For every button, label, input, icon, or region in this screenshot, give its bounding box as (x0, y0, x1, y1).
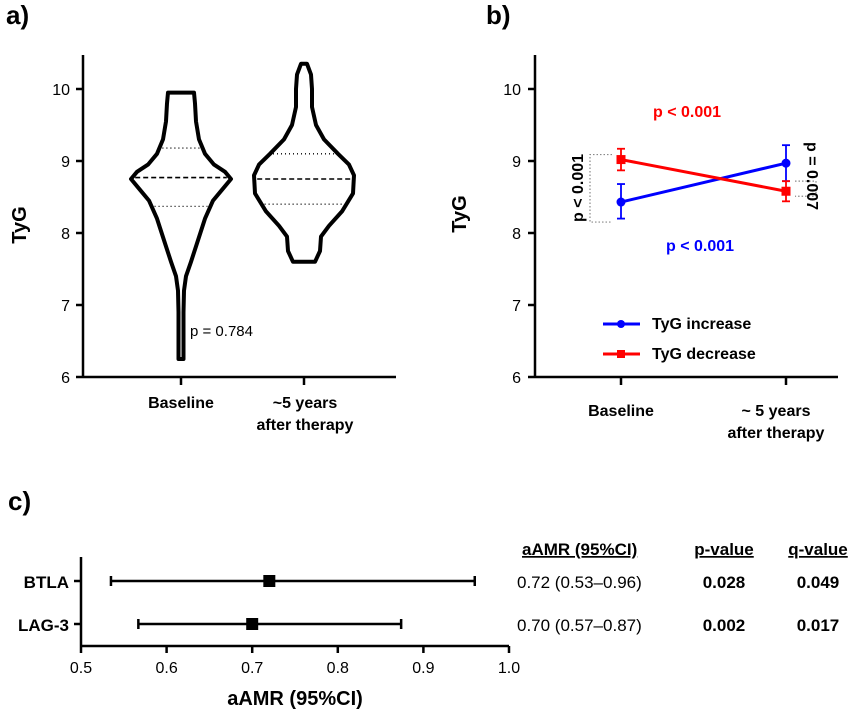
panel-c-row-label: LAG-3 (18, 616, 69, 635)
panel-a-x-tick-label: after therapy (257, 417, 354, 434)
panel-c-x-tick-label: 0.6 (155, 660, 177, 677)
panel-a-y-tick-label: 7 (61, 298, 70, 315)
panel-a-y-tick-label: 10 (52, 82, 70, 99)
panel-b-point (616, 155, 626, 165)
panel-b-x-tick-label: after therapy (728, 425, 825, 442)
panel-b-legend-marker (617, 320, 625, 328)
panel-b-legend-label: TyG decrease (652, 346, 756, 363)
panel-b-point (781, 158, 791, 168)
panel-a: a) TyG 6 7 8 9 10 Baseline ~5 years after ther… (6, 0, 396, 434)
panel-b-p-top: p < 0.001 (653, 104, 721, 121)
panel-b-p-left: p < 0.001 (570, 154, 587, 222)
panel-c-ci-text: 0.70 (0.57–0.87) (517, 616, 642, 635)
panel-b-legend-marker (617, 350, 625, 358)
panel-b-p-right: p = 0.007 (803, 142, 820, 210)
panel-b-legend-label: TyG increase (652, 316, 751, 333)
panel-a-y-tick-label: 8 (61, 226, 70, 243)
panel-b-y-tick-label: 8 (512, 226, 521, 243)
panel-c-ci-text: 0.72 (0.53–0.96) (517, 573, 642, 592)
panel-a-x-tick-label: Baseline (148, 395, 214, 412)
panel-c-row-label: BTLA (24, 573, 69, 592)
panel-a-y-axis-title: TyG (9, 206, 31, 243)
panel-c-table-header: aAMR (95%CI) (522, 540, 637, 559)
panel-b-label: b) (486, 0, 511, 30)
panel-a-x-tick-label: ~5 years (273, 395, 338, 412)
panel-b-series-line-2 (620, 158, 787, 193)
panel-b-point (616, 197, 626, 207)
panel-c-p-value: 0.002 (703, 616, 746, 635)
panel-c-table-header: p-value (694, 540, 754, 559)
panel-b: b) TyG 6 7 8 9 10 Baseline ~ 5 years after the… (449, 0, 838, 442)
panel-c-label: c) (8, 486, 31, 516)
panel-c-table-header: q-value (788, 540, 848, 559)
panel-b-series-line-1 (620, 161, 787, 204)
panel-b-left-bracket (589, 153, 612, 223)
panel-c-q-value: 0.049 (797, 573, 840, 592)
panel-a-violin-1 (129, 90, 233, 361)
panel-c: c) 0.5 0.6 0.7 0.8 0.9 1.0 BTLA LAG-3 aAMR (95… (8, 486, 848, 710)
panel-c-q-value: 0.017 (797, 616, 840, 635)
panel-c-x-tick-label: 0.9 (412, 660, 434, 677)
panel-b-y-tick-label: 7 (512, 298, 521, 315)
panel-b-y-axis-title: TyG (449, 195, 471, 232)
panel-c-p-value: 0.028 (703, 573, 746, 592)
panel-c-x-tick-label: 0.5 (70, 660, 92, 677)
panel-b-x-tick-label: ~ 5 years (742, 403, 811, 420)
panel-a-y-tick-label: 6 (61, 370, 70, 387)
panel-a-violin-2 (252, 61, 356, 264)
panel-a-p-value: p = 0.784 (190, 323, 253, 340)
panel-c-x-tick-label: 0.7 (241, 660, 263, 677)
panel-c-estimate-marker (263, 575, 276, 587)
panel-a-label: a) (6, 0, 29, 30)
panel-c-x-tick-label: 1.0 (498, 660, 520, 677)
panel-b-y-tick-label: 9 (512, 154, 521, 171)
panel-c-x-axis-title: aAMR (95%CI) (227, 688, 363, 710)
panel-b-y-tick-label: 10 (503, 82, 521, 99)
panel-b-right-bracket (795, 180, 817, 197)
panel-b-point (781, 186, 791, 196)
panel-a-y-tick-label: 9 (61, 154, 70, 171)
panel-c-estimate-marker (246, 618, 259, 630)
panel-b-x-tick-label: Baseline (588, 403, 654, 420)
panel-c-x-tick-label: 0.8 (327, 660, 349, 677)
panel-b-y-tick-label: 6 (512, 370, 521, 387)
panel-b-p-bottom: p < 0.001 (666, 238, 734, 255)
